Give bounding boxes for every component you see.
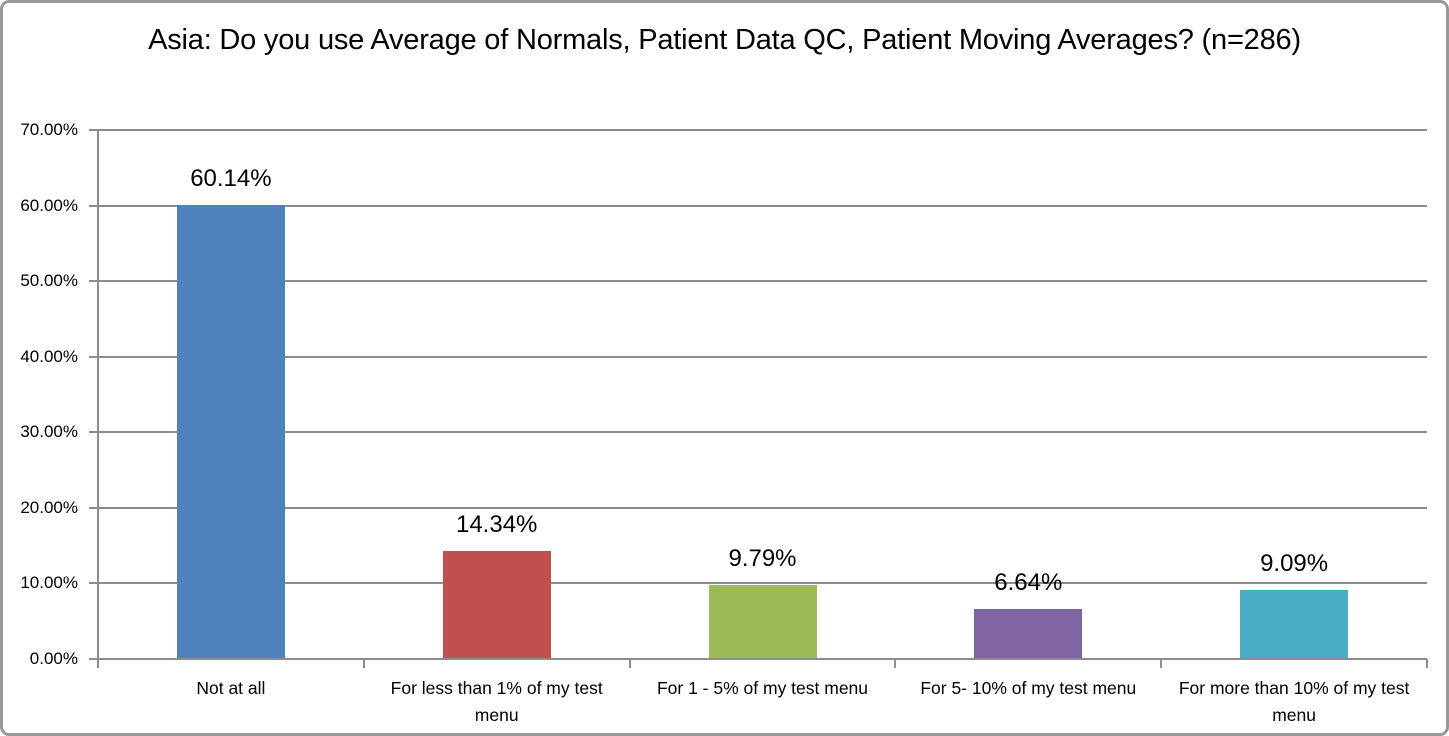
- gridline: [98, 506, 1427, 509]
- bar-value-label: 9.79%: [728, 545, 797, 572]
- bar-value-label: 60.14%: [190, 164, 272, 192]
- bar: [708, 585, 817, 658]
- x-axis-tick: [894, 659, 897, 668]
- y-axis-tick-label: 30.00%: [20, 422, 78, 442]
- x-axis-category-label: For 5- 10% of my test menu: [920, 678, 1137, 698]
- plot-area: 0.00% 10.00% 20.00% 30.00% 40.00% 50.00% 60.00…: [3, 3, 1446, 733]
- chart-title: Asia: Do you use Average of Normals, Pat…: [148, 24, 1301, 56]
- y-axis-tick: [89, 129, 98, 131]
- y-axis-tick-label: 0.00%: [29, 649, 78, 668]
- x-axis-tick: [97, 659, 99, 668]
- y-axis-tick: [89, 204, 98, 207]
- bar-value-label: 9.09%: [1260, 550, 1329, 578]
- x-axis-tick: [628, 659, 631, 668]
- x-axis-category-label: For 1 - 5% of my test menu: [656, 678, 869, 698]
- bar: [1240, 590, 1349, 658]
- gridline: [98, 129, 1427, 131]
- gridline: [98, 204, 1427, 207]
- x-axis-category-label: Not at all: [196, 678, 266, 698]
- y-axis-tick-label: 60.00%: [20, 195, 78, 215]
- x-axis-tick: [362, 659, 365, 668]
- gridline: [98, 431, 1427, 434]
- x-axis-category-label: For more than 10% of my test menu: [1178, 678, 1410, 726]
- bar-value-label: 14.34%: [455, 510, 538, 538]
- y-axis-tick: [89, 431, 98, 434]
- y-axis-tick: [89, 658, 98, 660]
- y-axis-tick: [89, 280, 98, 283]
- bar: [442, 550, 551, 658]
- gridline: [98, 582, 1427, 585]
- y-axis-tick-label: 40.00%: [20, 346, 78, 366]
- y-axis-line: [97, 130, 99, 668]
- x-axis-tick: [1160, 659, 1163, 668]
- y-axis-tick: [89, 582, 98, 585]
- x-axis-category-label: For less than 1% of my test menu: [390, 678, 603, 726]
- x-axis-tick: [1426, 659, 1428, 668]
- y-axis-tick-label: 70.00%: [20, 120, 78, 139]
- bar-value-label: 6.64%: [994, 568, 1063, 596]
- y-axis-tick-label: 50.00%: [20, 271, 78, 291]
- gridline: [98, 658, 1427, 660]
- bar: [176, 204, 285, 658]
- y-axis-tick: [89, 506, 98, 509]
- y-axis-tick-label: 20.00%: [20, 497, 78, 517]
- y-axis-tick: [89, 355, 98, 358]
- gridline: [98, 355, 1427, 358]
- bar: [974, 608, 1083, 658]
- gridline: [98, 280, 1427, 283]
- y-axis-tick-label: 10.00%: [20, 573, 78, 593]
